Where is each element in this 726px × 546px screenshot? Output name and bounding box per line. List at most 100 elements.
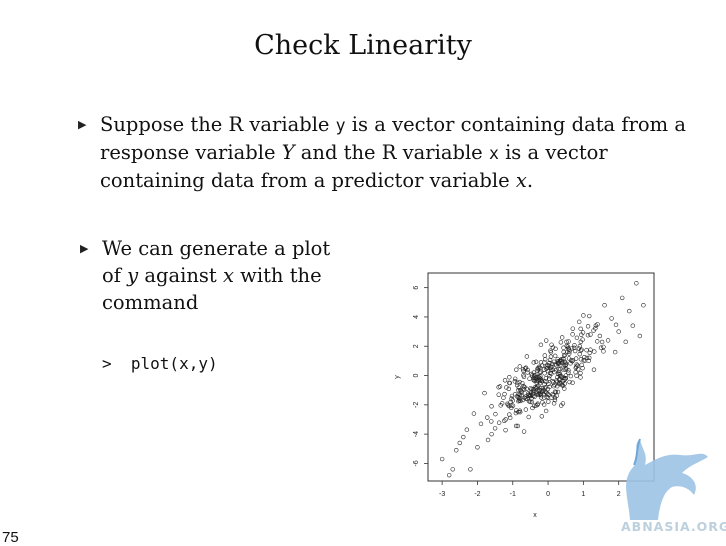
scatter-point [588,332,593,337]
scatter-point [492,426,498,431]
y-tick-label: 2 [413,344,420,348]
scatter-point [526,414,531,420]
scatter-point [578,375,583,380]
scatter-point [502,391,507,397]
scatter-point [461,434,466,440]
scatter-point [498,403,503,408]
scatter-point [561,356,566,362]
scatter-point [543,384,549,390]
scatter-point [515,423,521,429]
scatter-point [536,364,542,370]
scatter-point [533,386,539,391]
y-tick-label: -4 [413,431,420,437]
scatter-point [559,335,565,340]
scatter-point [526,399,532,404]
scatter-point [475,445,480,450]
scatter-point [560,401,566,406]
scatter-point [525,370,530,375]
scatter-point [535,368,540,374]
scatter-point [522,384,527,390]
scatter-point [578,370,583,376]
scatter-point [535,365,541,371]
scatter-point [553,346,558,352]
dragon-logo-icon [626,438,708,520]
scatter-point [554,393,559,398]
scatter-point [544,366,549,372]
scatter-point [542,371,547,376]
scatter-point [512,379,518,384]
scatter-point [562,359,567,364]
scatter-point [532,403,537,408]
scatter-point [550,345,556,350]
scatter-point [602,303,607,308]
x-tick-label: -3 [439,491,445,498]
scatter-point [552,389,558,394]
scatter-point [547,357,553,363]
scatter-point [464,427,470,432]
scatter-point [570,380,575,385]
scatter-point [565,344,571,349]
scatter-point [578,326,583,332]
scatter-point [522,395,527,401]
x-tick-label: 0 [546,491,550,498]
scatter-point [613,322,619,328]
scatter-point [482,390,487,396]
scatter-point [557,358,563,364]
page-number: 75 [2,529,19,546]
scatter-point [587,350,592,355]
scatter-point [570,332,575,337]
y-tick-label: -2 [413,402,420,408]
scatter-point [561,345,566,350]
bullet-text-2: We can generate a plot of y against x wi… [102,237,331,314]
scatter-point [506,386,512,392]
scatter-point [536,389,542,394]
scatter-point [549,364,554,370]
scatter-point [580,330,586,335]
scatter-plot: -3 -2 -1 0 1 2 -6 -4 -2 0 2 4 6 x y [395,272,655,519]
scatter-point [593,323,599,328]
scatter-point [588,347,593,352]
scatter-point [537,392,543,397]
y-tick-label: 0 [413,373,420,377]
scatter-point [544,379,549,384]
scatter-point [592,349,597,354]
scatter-point [580,365,585,371]
scatter-point [478,421,484,427]
scatter-point [531,393,536,399]
scatter-point [503,427,508,433]
scatter-point [533,373,538,378]
scatter-point [598,345,604,350]
y-tick-label: 6 [413,286,420,290]
scatter-point [567,349,572,354]
scatter-point [560,379,566,384]
scatter-point [556,381,562,387]
bullet-text-1: Suppose the R variable y is a vector con… [100,113,686,192]
scatter-point [450,467,455,472]
scatter-point [616,329,621,334]
scatter-point [623,339,628,345]
plot-frame [427,272,655,482]
scatter-point [516,391,521,397]
scatter-point [471,411,477,416]
scatter-point [542,385,548,391]
x-tick-label: 1 [581,491,585,498]
scatter-point [533,375,538,381]
scatter-point [546,376,552,381]
scatter-point [559,374,564,379]
scatter-point [576,319,582,325]
scatter-point [548,370,553,376]
scatter-point [547,360,552,366]
x-tick-label: -2 [474,491,480,498]
scatter-point [507,375,512,380]
slide-title: Check Linearity [254,30,472,61]
scatter-point [593,326,598,331]
scatter-point [581,358,586,363]
scatter-point [568,373,574,379]
scatter-point [577,351,582,357]
scatter-point [591,367,597,372]
scatter-point [562,352,568,358]
scatter-point [620,295,625,301]
scatter-point [454,448,459,453]
scatter-point [517,396,523,402]
scatter-point [552,382,557,388]
